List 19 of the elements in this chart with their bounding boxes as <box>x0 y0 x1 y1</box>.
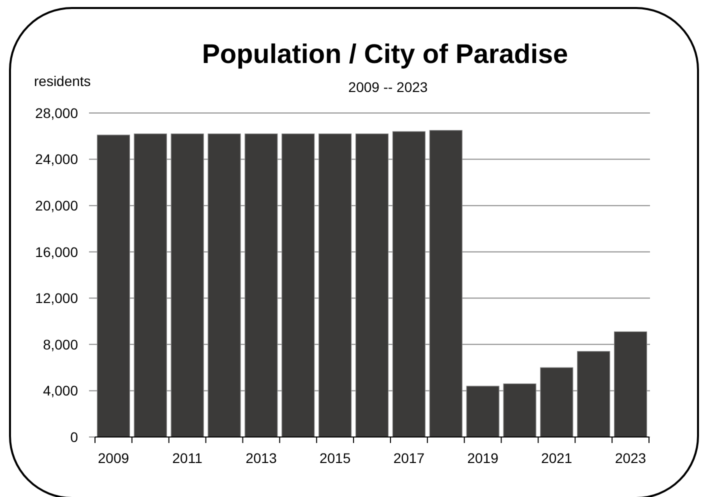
y-tick-label: 16,000 <box>35 244 78 260</box>
y-axis-title: residents <box>34 73 91 89</box>
y-tick-label: 24,000 <box>35 151 78 168</box>
x-tick-label: 2011 <box>172 450 203 466</box>
x-tick-label: 2009 <box>98 450 130 466</box>
x-tick-label: 2023 <box>614 450 646 466</box>
y-tick-label: 8,000 <box>42 336 78 352</box>
x-tick-label: 2015 <box>319 450 351 466</box>
x-tick-label: 2021 <box>541 450 572 466</box>
y-tick-label: 20,000 <box>35 197 78 214</box>
y-tick-label: 12,000 <box>35 290 78 306</box>
x-tick-label: 2017 <box>393 450 425 466</box>
x-tick-label: 2019 <box>467 450 499 466</box>
x-tick-label: 2013 <box>246 450 277 466</box>
chart-subtitle: 2009 -- 2023 <box>348 79 428 95</box>
y-tick-label: 0 <box>70 428 78 445</box>
y-tick-label: 4,000 <box>42 382 78 399</box>
chart-title: Population / City of Paradise <box>202 39 568 69</box>
y-tick-label: 28,000 <box>35 104 78 121</box>
